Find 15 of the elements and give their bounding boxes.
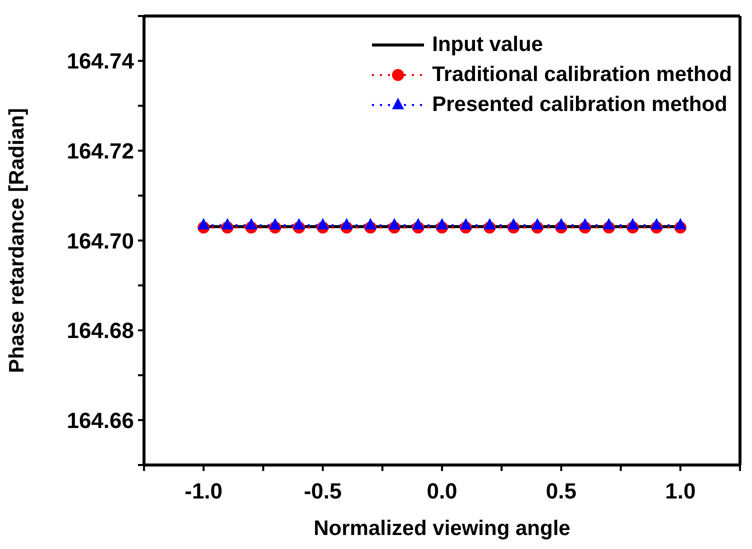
x-tick-label: 0.0	[426, 478, 458, 504]
y-tick-label: 164.72	[66, 138, 134, 164]
y-axis-title: Phase retardance [Radian]	[5, 108, 28, 373]
x-tick-label: -0.5	[304, 478, 342, 504]
y-tick-label: 164.70	[66, 228, 134, 254]
legend-label: Traditional calibration method	[432, 63, 732, 87]
legend-label: Presented calibration method	[432, 93, 728, 117]
x-tick-label: 1.0	[665, 478, 696, 504]
y-tick-label: 164.68	[66, 318, 134, 344]
y-tick-label: 164.66	[66, 408, 134, 433]
y-tick-label: 164.74	[66, 48, 135, 74]
x-axis-title: Normalized viewing angle	[314, 517, 570, 540]
x-tick-label: 0.5	[546, 478, 576, 504]
x-tick-label: -1.0	[184, 478, 223, 504]
legend-label: Input value	[432, 33, 543, 57]
